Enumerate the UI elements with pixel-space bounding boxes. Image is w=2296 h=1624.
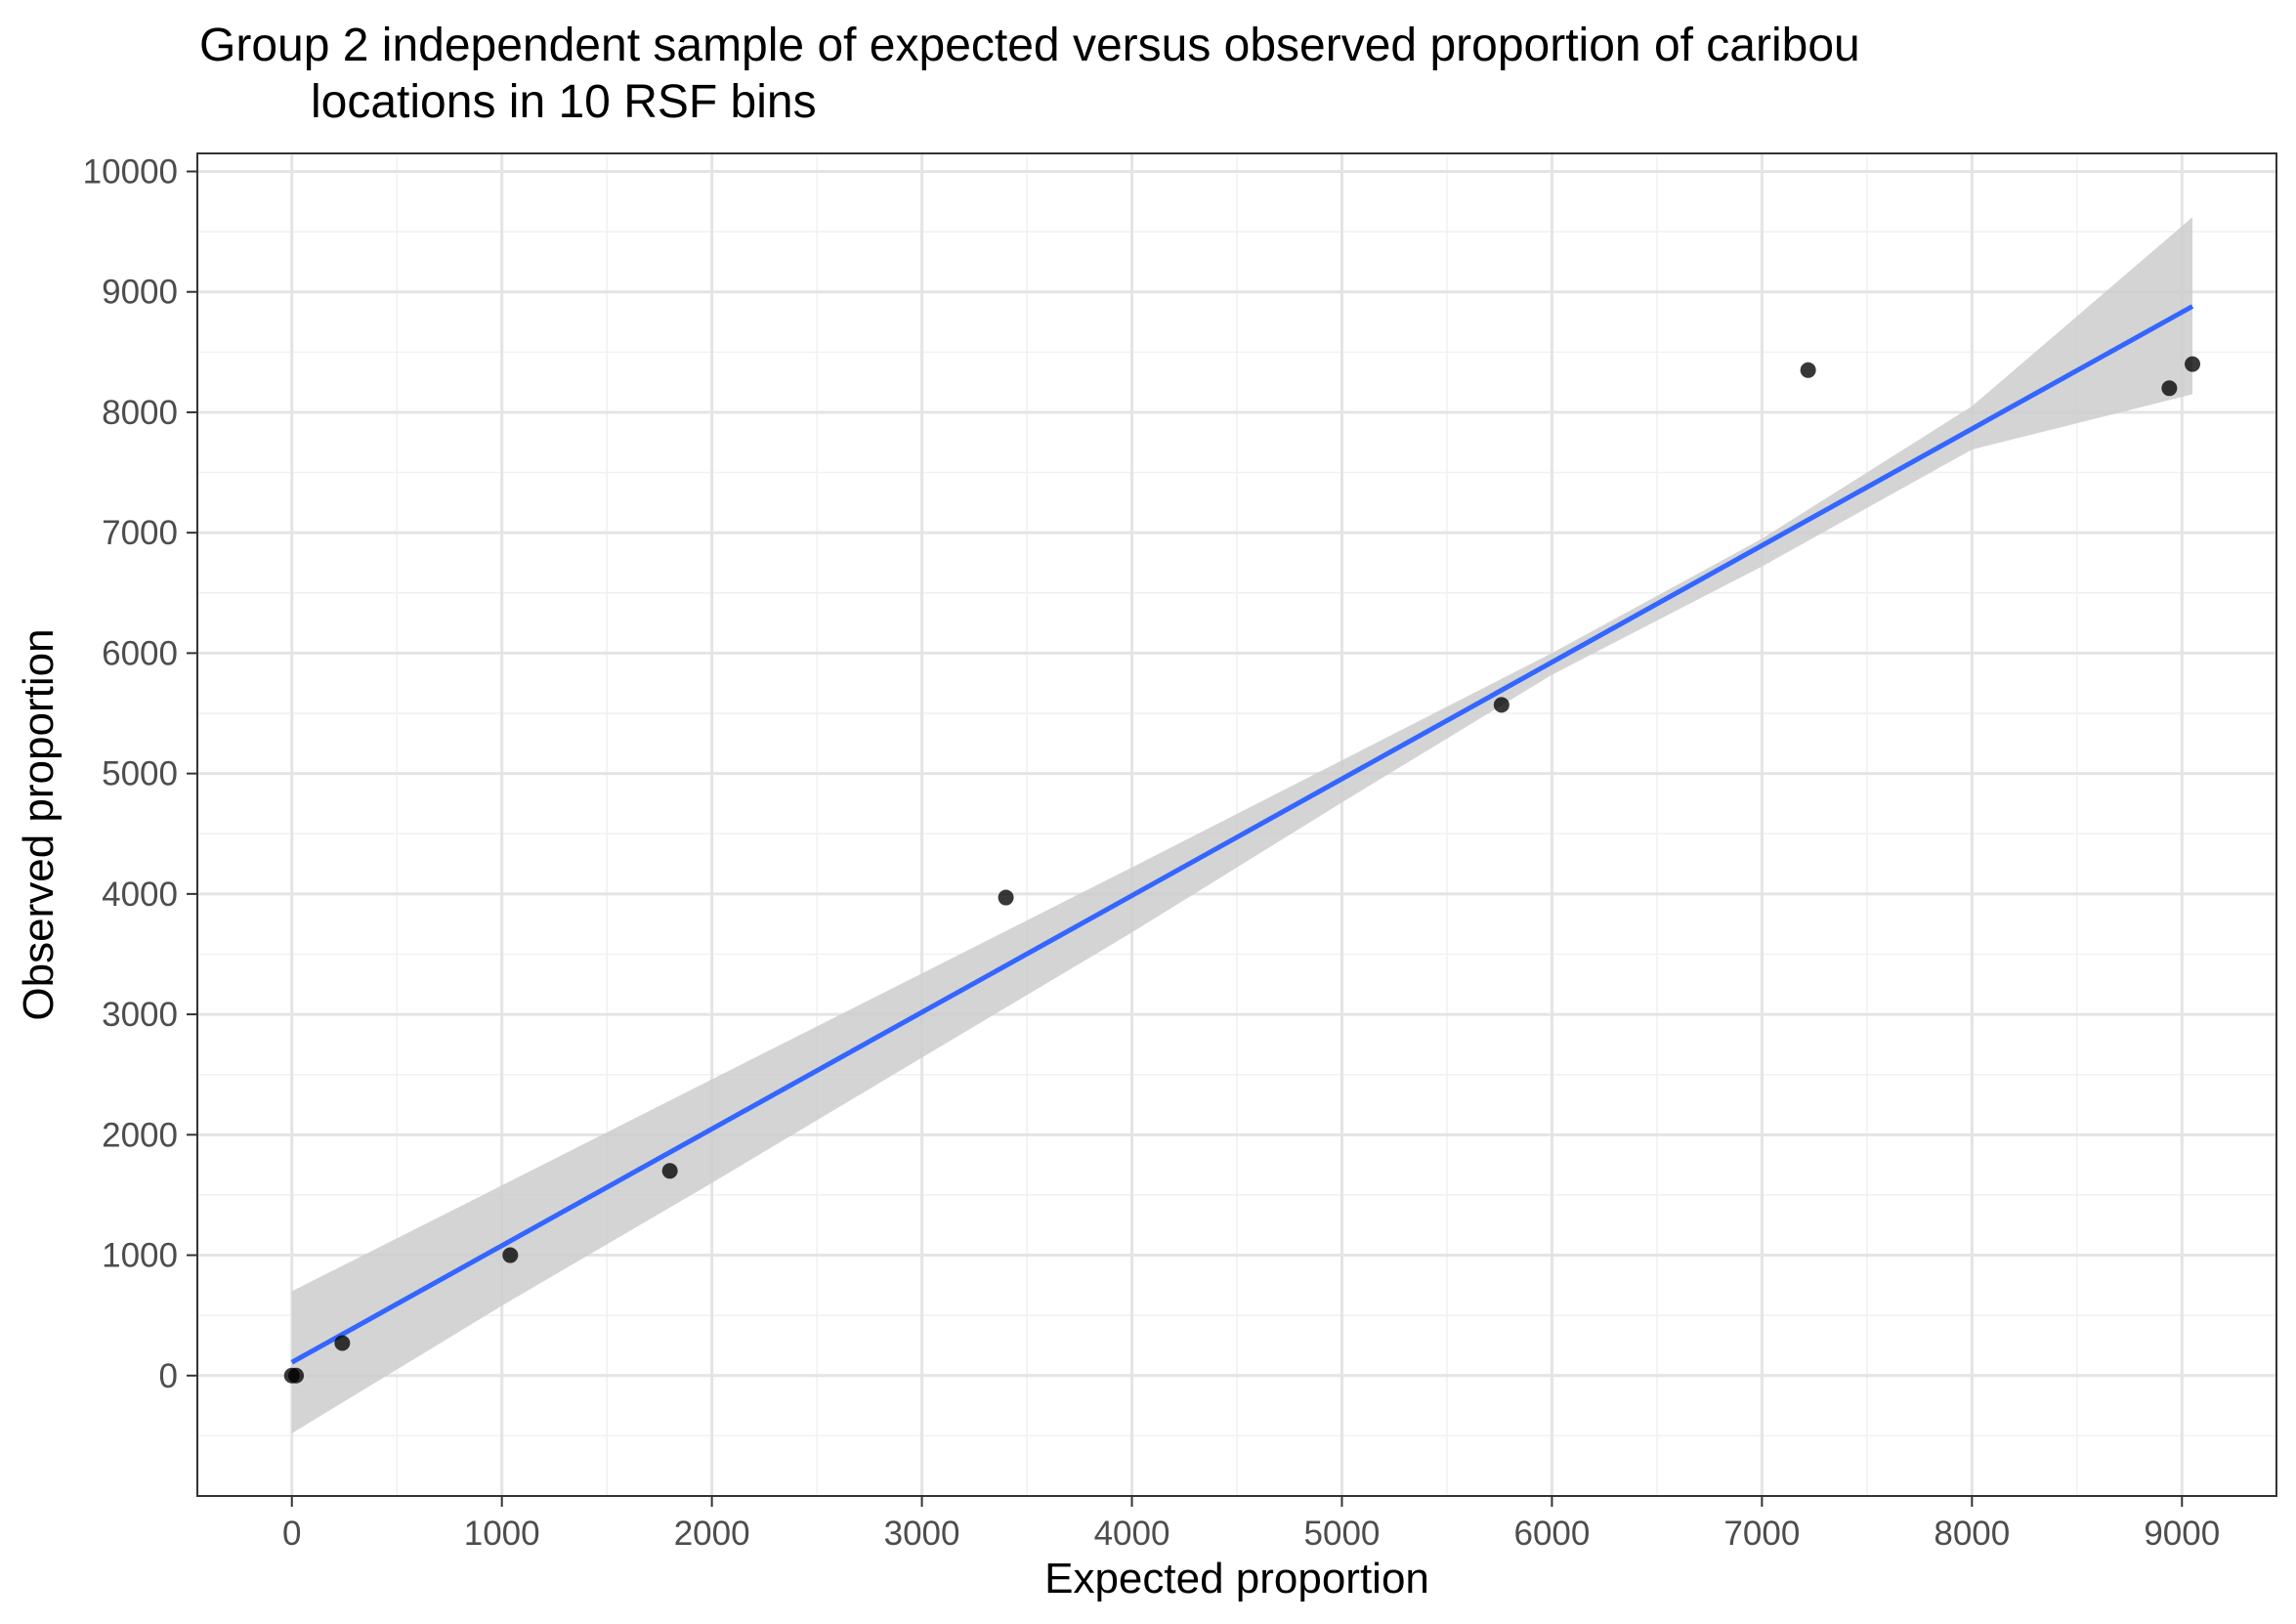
x-tick-label: 1000: [464, 1515, 540, 1553]
x-tick-label: 7000: [1723, 1515, 1800, 1553]
data-point: [1800, 362, 1816, 378]
chart-title-line-2: locations in 10 RSF bins: [311, 76, 817, 128]
y-tick-label: 5000: [102, 755, 178, 793]
confidence-band-layer: [291, 217, 2193, 1433]
data-point: [1493, 697, 1509, 713]
chart-title-line-1: Group 2 independent sample of expected v…: [199, 20, 1860, 71]
y-axis-ticks: 0 1000 2000 3000 4000 5000 6000 7000 8000 9000 100…: [83, 152, 197, 1395]
data-point: [661, 1163, 678, 1179]
y-axis-label: Observed proportion: [15, 628, 63, 1020]
data-point: [334, 1335, 351, 1351]
data-point: [2161, 380, 2178, 397]
data-point: [288, 1367, 305, 1384]
x-tick-label: 2000: [674, 1515, 750, 1553]
fit-line-layer: [290, 304, 2194, 1365]
data-point: [998, 889, 1014, 906]
y-tick-label: 9000: [102, 274, 178, 312]
data-point: [2185, 356, 2201, 372]
data-point: [502, 1247, 519, 1263]
y-tick-label: 8000: [102, 394, 178, 432]
x-tick-label: 3000: [884, 1515, 960, 1553]
y-tick-label: 10000: [83, 152, 178, 191]
x-axis-ticks: 0 1000 2000 3000 4000 5000 6000 7000 8000 9000: [282, 1496, 2220, 1553]
x-tick-label: 5000: [1304, 1515, 1381, 1553]
x-tick-label: 4000: [1094, 1515, 1170, 1553]
panel-border: [196, 152, 2277, 1497]
x-tick-label: 8000: [1934, 1515, 2010, 1553]
y-tick-label: 6000: [102, 634, 178, 672]
x-tick-label: 9000: [2144, 1515, 2220, 1553]
y-tick-label: 2000: [102, 1116, 178, 1154]
x-tick-label: 0: [282, 1515, 301, 1553]
x-axis-label: Expected proportion: [1044, 1555, 1429, 1603]
y-tick-label: 7000: [102, 514, 178, 552]
regression-line: [290, 304, 2194, 1365]
y-tick-label: 3000: [102, 996, 178, 1034]
confidence-band: [291, 217, 2193, 1433]
data-points: [283, 356, 2201, 1384]
x-tick-label: 6000: [1513, 1515, 1590, 1553]
y-tick-label: 1000: [102, 1237, 178, 1275]
y-tick-label: 0: [159, 1357, 178, 1395]
y-tick-label: 4000: [102, 876, 178, 914]
